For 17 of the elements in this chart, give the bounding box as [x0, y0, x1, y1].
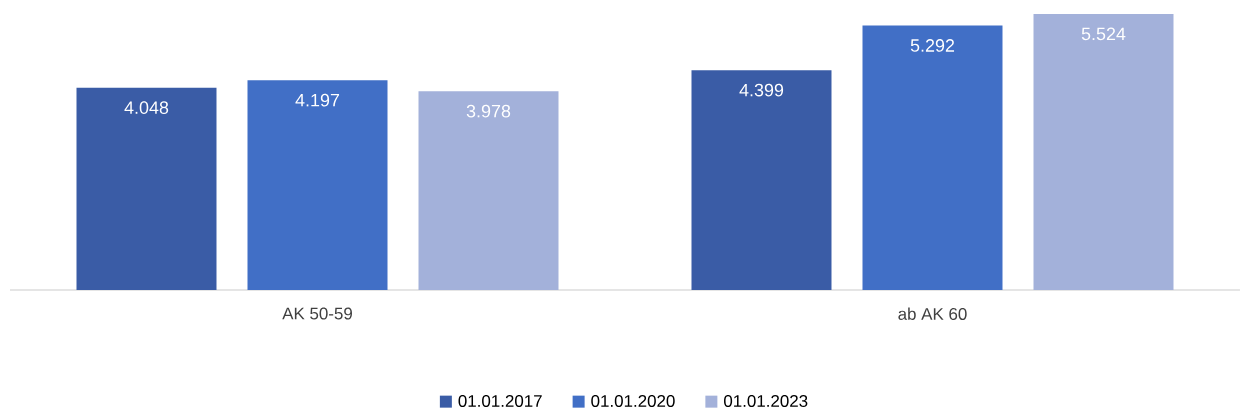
data-label: 4.048: [124, 101, 169, 114]
x-tick-label: AK 50-59: [282, 307, 352, 320]
bar: [76, 87, 217, 290]
legend-label: 01.01.2017: [458, 394, 542, 407]
data-label: 5.524: [1081, 27, 1126, 41]
legend-label: 01.01.2020: [591, 394, 675, 407]
bar: [247, 80, 388, 290]
legend-label: 01.01.2023: [724, 394, 808, 407]
bar: [1033, 14, 1174, 290]
data-label: 3.978: [466, 104, 511, 118]
x-tick-label: ab AK 60: [898, 307, 967, 320]
data-label: 4.197: [295, 93, 340, 107]
data-label: 4.399: [739, 83, 784, 97]
bar: [862, 25, 1003, 290]
bar: [691, 70, 832, 290]
bar: [418, 91, 559, 290]
data-label: 5.292: [910, 39, 955, 52]
